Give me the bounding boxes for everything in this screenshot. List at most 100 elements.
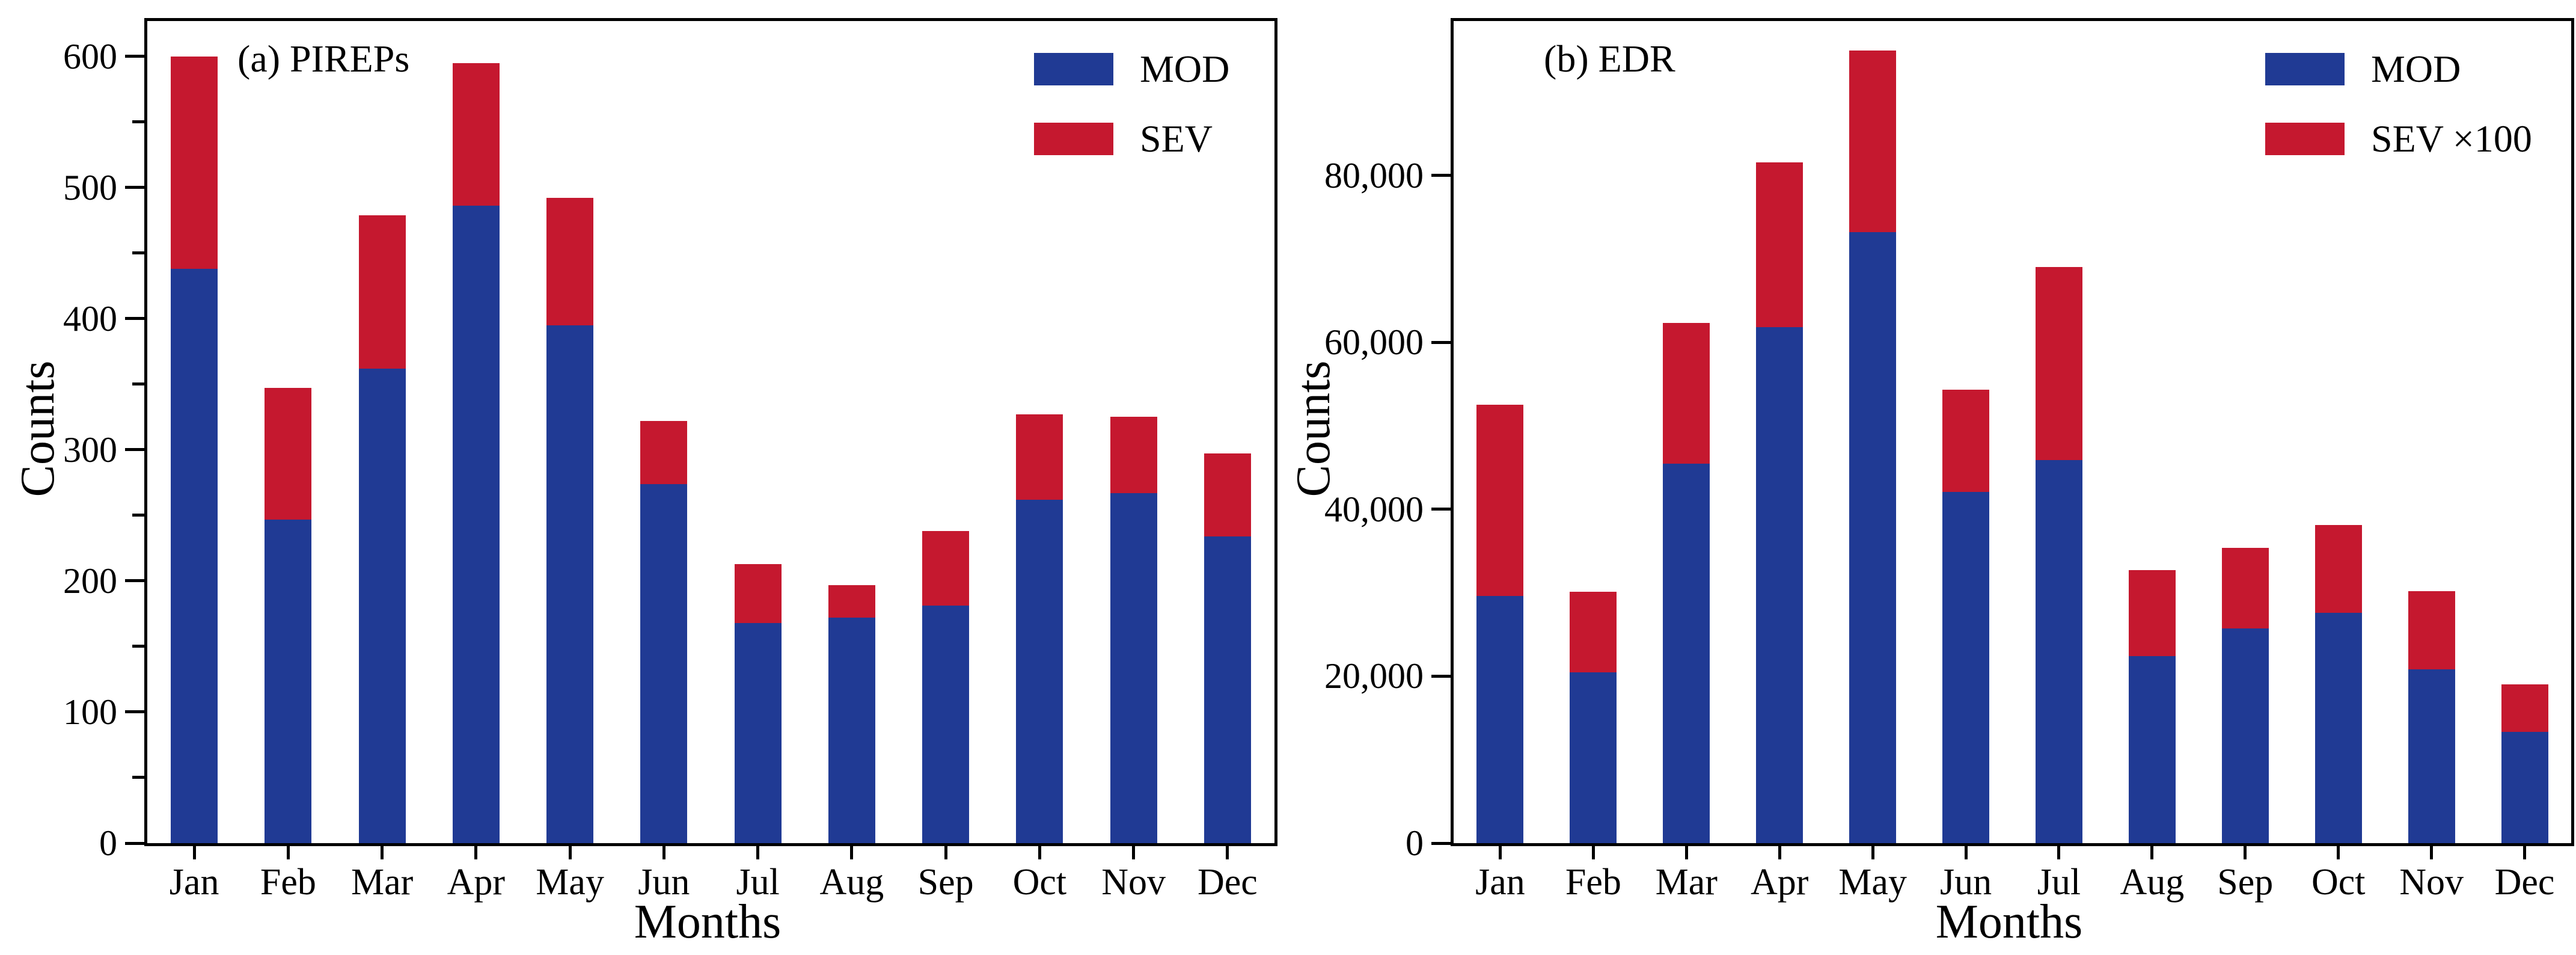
legend-label-sev: SEV (1140, 117, 1213, 160)
bar-mod-mar (358, 368, 406, 843)
x-tick-may (1871, 846, 1874, 859)
y-tick-label-0: 0 (99, 823, 117, 863)
bar-mod-jun (640, 484, 688, 843)
y-minor-tick-550 (132, 120, 144, 124)
bar-mod-jan (171, 269, 218, 843)
y-minor-tick-250 (132, 514, 144, 517)
legend-item-sev-x100: SEV ×100 (2265, 120, 2532, 158)
x-tick-feb (286, 846, 290, 859)
bar-mod-may (546, 325, 594, 843)
bar-mod-feb (1570, 672, 1617, 843)
x-tick-label-aug: Aug (819, 862, 884, 903)
x-tick-feb (1591, 846, 1595, 859)
x-tick-label-mar: Mar (350, 862, 414, 903)
x-tick-jul (756, 846, 760, 859)
legend-swatch-sev (1034, 123, 1113, 155)
bar-sev-sep (922, 531, 970, 606)
bar-sev-nov (1110, 417, 1157, 493)
bar-mod-mar (1663, 463, 1710, 843)
legend-item-mod: MOD (2265, 50, 2532, 88)
bar-sev-100-jan (1476, 405, 1524, 597)
bar-sev-100-oct (2314, 525, 2362, 613)
x-tick-label-oct: Oct (1012, 862, 1067, 903)
bar-mod-aug (2128, 656, 2176, 843)
bar-sev-feb (265, 388, 312, 520)
x-tick-label-jun: Jun (638, 862, 690, 903)
y-tick-label-40000: 40,000 (1324, 489, 1424, 529)
x-tick-jul (2057, 846, 2061, 859)
y-tick-60000 (1431, 340, 1451, 344)
y-tick-300 (125, 448, 144, 452)
bar-sev-apr (452, 63, 500, 206)
x-tick-label-jan: Jan (1475, 862, 1525, 903)
bar-mod-aug (828, 618, 875, 843)
y-tick-500 (125, 186, 144, 189)
bar-mod-jun (1942, 491, 1990, 843)
x-tick-label-aug: Aug (2120, 862, 2185, 903)
y-tick-label-600: 600 (63, 36, 117, 76)
bar-mod-jul (734, 622, 782, 843)
y-minor-tick-450 (132, 251, 144, 255)
bar-sev-100-aug (2128, 570, 2176, 657)
x-tick-label-nov: Nov (2399, 862, 2464, 903)
bar-sev-jul (734, 563, 782, 623)
bar-mod-may (1849, 232, 1897, 843)
x-axis-label-months-a: Months (634, 895, 782, 948)
bar-mod-nov (1110, 493, 1157, 843)
bar-sev-100-jul (2035, 267, 2082, 460)
y-tick-label-0: 0 (1406, 823, 1424, 863)
x-tick-label-jun: Jun (1939, 862, 1992, 903)
x-tick-sep (944, 846, 947, 859)
x-tick-label-jul: Jul (736, 862, 780, 903)
bar-sev-100-jun (1942, 390, 1990, 492)
plot-area-pireps: (a) PIREPs MOD SEV Jan Feb Mar Apr May Jun Jul… (63, 18, 1277, 902)
bar-sev-100-apr (1756, 162, 1804, 328)
legend-swatch-mod (1034, 53, 1113, 85)
bar-mod-dec (1204, 536, 1251, 843)
legend-label-mod: MOD (2371, 48, 2461, 90)
bar-mod-sep (2221, 628, 2269, 843)
x-tick-dec (1226, 846, 1229, 859)
x-tick-jun (662, 846, 665, 859)
x-tick-jan (192, 846, 196, 859)
x-tick-aug (850, 846, 854, 859)
y-tick-label-60000: 60,000 (1324, 322, 1424, 363)
x-tick-apr (474, 846, 478, 859)
y-minor-tick-150 (132, 645, 144, 648)
x-tick-oct (1038, 846, 1041, 859)
bar-sev-100-mar (1663, 323, 1710, 464)
y-tick-0 (1431, 841, 1451, 845)
bar-mod-jul (2035, 460, 2082, 843)
bar-sev-100-dec (2501, 684, 2548, 732)
bar-sev-100-nov (2408, 591, 2455, 670)
y-tick-label-500: 500 (63, 167, 117, 207)
x-tick-dec (2523, 846, 2527, 859)
y-tick-40000 (1431, 508, 1451, 511)
x-tick-label-apr: Apr (447, 862, 506, 903)
bar-sev-aug (828, 585, 875, 618)
legend-item-mod: MOD (1034, 50, 1229, 88)
x-tick-label-nov: Nov (1101, 862, 1166, 903)
bar-sev-mar (358, 215, 406, 369)
x-tick-nov (1132, 846, 1136, 859)
x-tick-jun (1964, 846, 1968, 859)
legend-swatch-mod (2265, 53, 2345, 85)
y-tick-label-80000: 80,000 (1324, 155, 1424, 195)
y-tick-600 (125, 55, 144, 58)
legend-item-sev: SEV (1034, 120, 1229, 158)
x-tick-label-may: May (536, 862, 604, 903)
legend-b: MOD SEV ×100 (2265, 50, 2532, 158)
bar-mod-sep (922, 606, 970, 843)
x-tick-label-mar: Mar (1655, 862, 1718, 903)
bar-mod-apr (452, 206, 500, 843)
x-tick-mar (381, 846, 384, 859)
x-tick-label-dec: Dec (2494, 862, 2555, 903)
x-tick-label-sep: Sep (917, 862, 974, 903)
x-tick-label-jan: Jan (169, 862, 219, 903)
y-tick-80000 (1431, 174, 1451, 177)
x-axis-label-months-b: Months (1935, 895, 2083, 948)
x-tick-label-oct: Oct (2311, 862, 2366, 903)
y-tick-0 (125, 841, 144, 845)
x-tick-sep (2244, 846, 2247, 859)
